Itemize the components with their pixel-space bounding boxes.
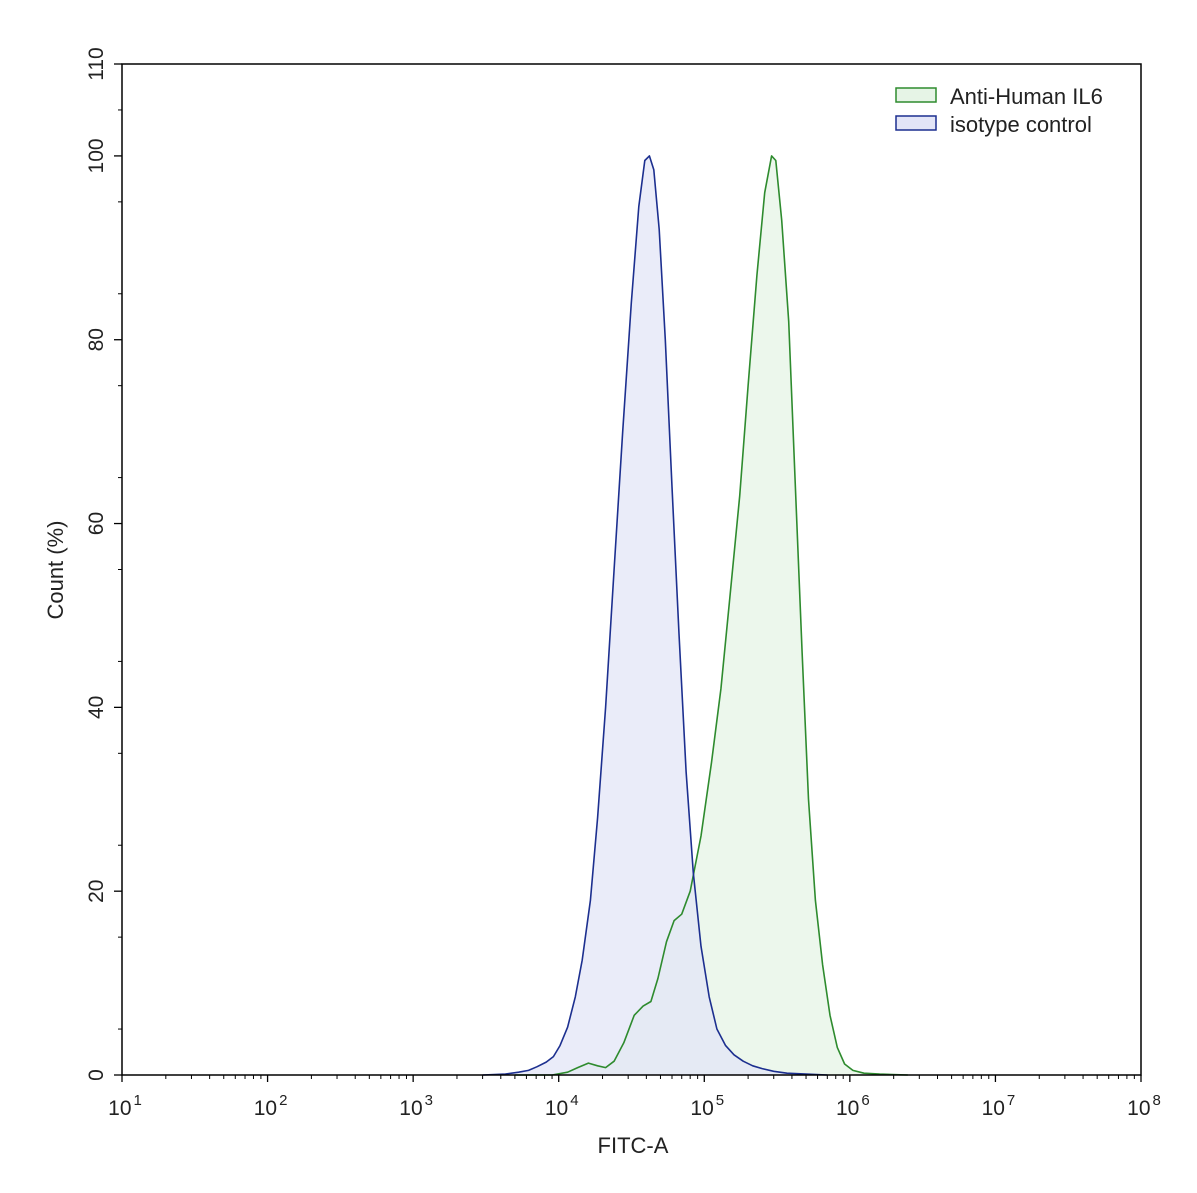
legend-label-anti-human-il6: Anti-Human IL6 — [950, 84, 1103, 109]
x-axis-ticks: 10 1 10 2 10 3 10 4 10 5 10 6 10 7 10 8 — [108, 1075, 1161, 1120]
x-tick-base: 10 — [982, 1097, 1005, 1120]
x-tick-exponent: 8 — [1153, 1092, 1161, 1109]
x-tick-exponent: 4 — [570, 1092, 578, 1109]
series-layer — [482, 155, 908, 1076]
y-tick-label: 60 — [85, 512, 108, 535]
series-fill-anti-human-il6 — [514, 155, 908, 1075]
y-tick-label: 20 — [85, 880, 108, 903]
y-axis-title: Count (%) — [43, 520, 68, 619]
x-tick-base: 10 — [399, 1097, 422, 1120]
x-tick-base: 10 — [690, 1097, 713, 1120]
series-line-anti-human-il6 — [514, 155, 908, 1076]
series-fill-isotype-control — [482, 155, 828, 1075]
x-tick-label: 10 5 — [690, 1092, 724, 1120]
y-tick-label: 100 — [85, 138, 108, 173]
x-axis-title: FITC-A — [598, 1133, 669, 1158]
x-tick-label: 10 2 — [254, 1092, 288, 1120]
x-tick-label: 10 1 — [108, 1092, 142, 1120]
x-tick-label: 10 3 — [399, 1092, 433, 1120]
legend-swatch-isotype-control — [895, 115, 937, 131]
x-tick-base: 10 — [836, 1097, 859, 1120]
x-tick-exponent: 5 — [716, 1092, 724, 1109]
x-tick-label: 10 8 — [1127, 1092, 1161, 1120]
y-tick-label: 0 — [85, 1069, 108, 1081]
x-tick-exponent: 6 — [861, 1092, 869, 1109]
x-tick-label: 10 7 — [982, 1092, 1016, 1120]
legend: Anti-Human IL6 isotype control — [895, 84, 1103, 137]
y-axis-ticks: 0 20 40 60 80 100 110 — [85, 47, 122, 1081]
x-tick-exponent: 1 — [134, 1092, 142, 1109]
y-tick-label: 40 — [85, 696, 108, 719]
x-tick-base: 10 — [254, 1097, 277, 1120]
y-tick-label: 110 — [85, 47, 108, 80]
x-tick-exponent: 7 — [1007, 1092, 1015, 1109]
x-tick-base: 10 — [1127, 1097, 1150, 1120]
legend-label-isotype-control: isotype control — [950, 112, 1092, 137]
legend-swatch-anti-human-il6 — [895, 87, 937, 103]
x-tick-base: 10 — [545, 1097, 568, 1120]
x-tick-label: 10 4 — [545, 1092, 579, 1120]
x-tick-base: 10 — [108, 1097, 131, 1120]
x-tick-label: 10 6 — [836, 1092, 870, 1120]
x-tick-exponent: 2 — [279, 1092, 287, 1109]
y-tick-label: 80 — [85, 328, 108, 351]
x-tick-exponent: 3 — [425, 1092, 433, 1109]
series-line-isotype-control — [482, 155, 828, 1076]
